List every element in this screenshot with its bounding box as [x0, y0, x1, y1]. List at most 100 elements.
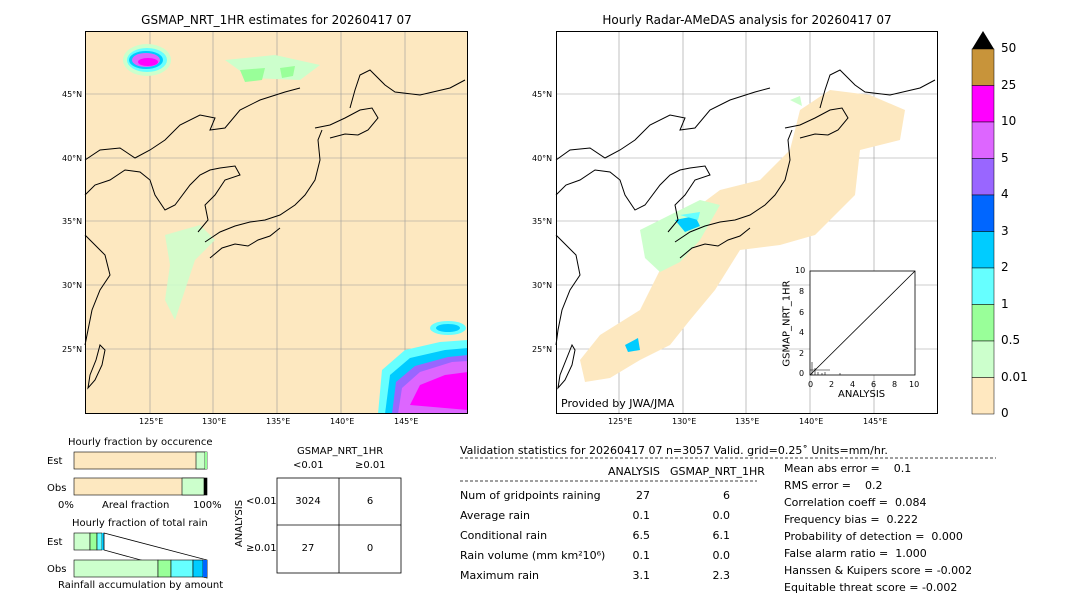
right-map-title: Hourly Radar-AMeDAS analysis for 2026041… [602, 13, 892, 27]
left-lon-135: 135°E [266, 417, 291, 426]
occurrence-axis-left: 0% [58, 500, 74, 511]
colorbar-swatch [971, 48, 995, 86]
validation-row-label: Conditional rain [460, 529, 548, 542]
left-map [84, 31, 468, 414]
validation-row-gsmap: 0.0 [712, 509, 731, 522]
right-coastline [555, 69, 936, 390]
contingency-row-axis: ANALYSIS [234, 499, 246, 548]
left-map-title: GSMAP_NRT_1HR estimates for 20260417 07 [141, 13, 412, 27]
contingency-cell-10: 27 [301, 543, 315, 554]
inset-xtick-2: 2 [829, 380, 835, 389]
colorbar-label: 50 [1001, 41, 1017, 55]
contingency-cell-01: 6 [366, 496, 374, 507]
right-lat-40: 40°N [532, 154, 553, 163]
left-rain-north [123, 44, 171, 76]
colorbar-swatch [971, 85, 995, 123]
validation-row-analysis: 0.1 [632, 549, 651, 562]
inset-ytick-2: 2 [799, 349, 805, 358]
colorbar-label: 0.5 [1001, 333, 1021, 347]
left-rain-storm [378, 321, 468, 414]
left-lon-140: 140°E [330, 417, 355, 426]
inset-xtick-4: 4 [850, 380, 856, 389]
colorbar-label: 2 [1001, 260, 1009, 274]
total-rain-axis-label: Rainfall accumulation by amount [58, 580, 224, 591]
left-lon-145: 145°E [394, 417, 419, 426]
right-analysis-domain [580, 90, 905, 382]
validation-row-gsmap: 2.3 [712, 569, 731, 582]
scatter-diagonal [809, 270, 916, 376]
total-rain-row-obs: Obs [47, 564, 67, 575]
contingency-row-ge: ≥0.01 [246, 543, 277, 554]
colorbar [971, 31, 995, 415]
inset-xlabel: ANALYSIS [838, 389, 886, 400]
colorbar-swatch [971, 121, 995, 159]
validation-row-gsmap: 6.1 [712, 529, 731, 542]
right-lon-135: 135°E [735, 417, 760, 426]
right-lat-45: 45°N [532, 90, 553, 99]
colorbar-swatch [971, 231, 995, 269]
left-lon-130: 130°E [202, 417, 227, 426]
validation-row-analysis: 6.5 [632, 529, 651, 542]
colorbar-swatch [971, 304, 995, 342]
colorbar-label: 0 [1001, 406, 1009, 420]
left-lat-40: 40°N [62, 154, 83, 163]
validation-col-analysis: ANALYSIS [608, 465, 660, 478]
validation-score: False alarm ratio = 1.000 [784, 547, 927, 560]
colorbar-swatch [971, 194, 995, 232]
total-rain-title: Hourly fraction of total rain [72, 518, 208, 529]
left-lon-125: 125°E [139, 417, 164, 426]
validation-col-gsmap: GSMAP_NRT_1HR [670, 465, 765, 478]
total-rain-row-est: Est [47, 537, 63, 548]
colorbar-label: 3 [1001, 223, 1009, 238]
validation-score: RMS error = 0.2 [784, 479, 883, 492]
inset-ytick-8: 8 [799, 287, 805, 296]
validation-row-analysis: 0.1 [632, 509, 651, 522]
colorbar-label: 1 [1001, 296, 1009, 311]
contingency-cell-11: 0 [366, 543, 374, 554]
validation-score: Hanssen & Kuipers score = -0.002 [784, 564, 973, 577]
occurrence-title: Hourly fraction by occurence [68, 437, 213, 448]
right-lat-30: 30°N [532, 281, 553, 290]
validation-row-label: Average rain [460, 509, 530, 522]
right-lat-25: 25°N [532, 345, 553, 354]
right-lon-130: 130°E [672, 417, 697, 426]
total-rain-chart [73, 532, 208, 579]
occurrence-axis-right: 100% [193, 500, 222, 511]
contingency-grid [276, 477, 402, 574]
colorbar-extend-arrow [972, 31, 994, 49]
validation-row-label: Rain volume (mm km²10⁶) [460, 549, 606, 562]
right-rain-light [640, 200, 720, 272]
left-lat-30: 30°N [62, 281, 83, 290]
validation-separators [460, 457, 996, 482]
right-map-frame [556, 31, 938, 414]
right-lon-140: 140°E [799, 417, 824, 426]
scatter-points [810, 362, 841, 375]
colorbar-swatch [971, 340, 995, 378]
left-rain-light [165, 55, 320, 320]
contingency-col-ge: ≥0.01 [355, 460, 386, 471]
validation-score: Frequency bias = 0.222 [784, 513, 919, 526]
scatter-inset [809, 270, 916, 376]
inset-xtick-10: 10 [909, 380, 920, 389]
validation-row-label: Maximum rain [460, 569, 539, 582]
validation-score: Equitable threat score = -0.002 [784, 581, 958, 594]
validation-row-label: Num of gridpoints raining [460, 489, 601, 502]
inset-xtick-6: 6 [871, 380, 877, 389]
occurrence-row-obs: Obs [47, 483, 67, 494]
left-lat-25: 25°N [62, 345, 83, 354]
occurrence-row-est: Est [47, 456, 63, 467]
validation-score: Mean abs error = 0.1 [784, 462, 912, 475]
colorbar-label: 4 [1001, 187, 1009, 201]
validation-row-gsmap: 0.0 [712, 549, 731, 562]
right-lon-125: 125°E [608, 417, 633, 426]
left-map-frame [85, 31, 468, 414]
colorbar-swatch [971, 267, 995, 305]
inset-ytick-4: 4 [799, 328, 805, 337]
colorbar-label: 0.01 [1001, 369, 1028, 384]
contingency-col-lt: <0.01 [293, 460, 324, 471]
left-lat-35: 35°N [62, 217, 83, 226]
right-lon-145: 145°E [863, 417, 888, 426]
validation-score: Correlation coeff = 0.084 [784, 496, 927, 509]
inset-ylabel: GSMAP_NRT_1HR [781, 280, 793, 367]
